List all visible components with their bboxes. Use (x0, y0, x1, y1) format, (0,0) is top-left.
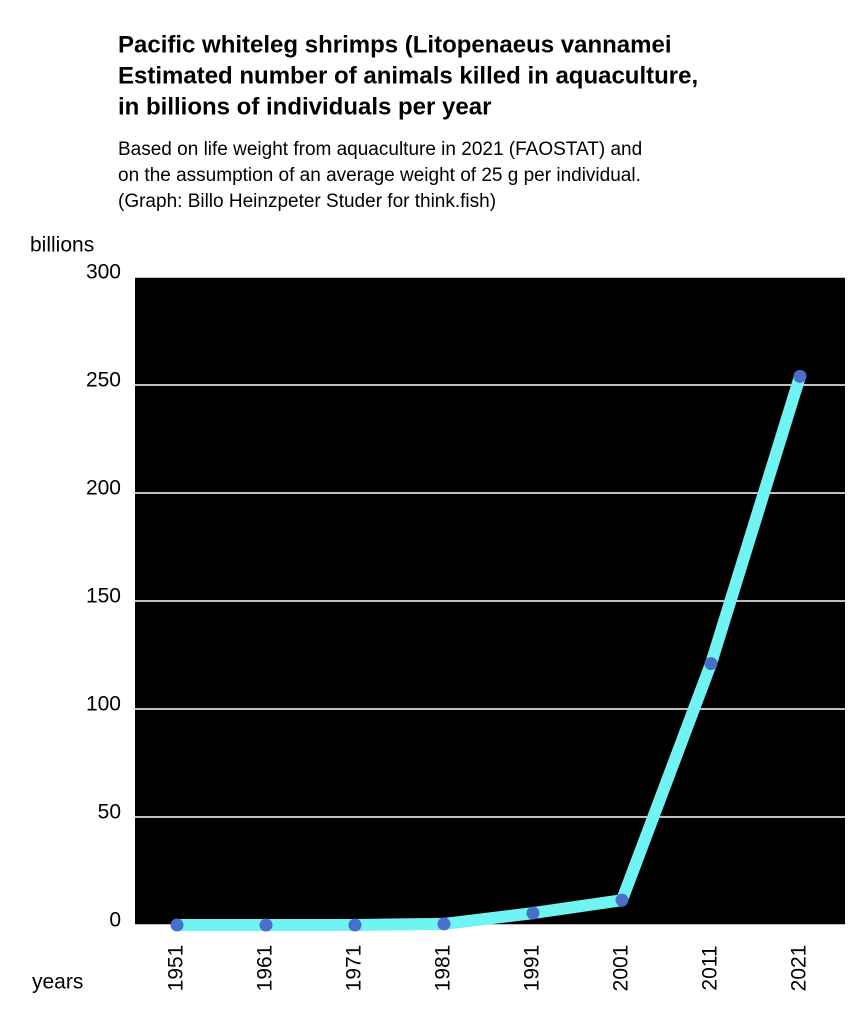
data-line (177, 374, 806, 931)
x-tick-label: 2011 (699, 945, 722, 990)
data-point (526, 906, 540, 920)
y-tick-label: 100 (86, 693, 121, 716)
y-axis-label: billions (30, 234, 94, 257)
data-point (170, 918, 184, 932)
subtitle-line: on the assumption of an average weight o… (118, 165, 641, 186)
x-tick-label: 1951 (165, 945, 188, 992)
y-tick-label: 50 (98, 801, 121, 824)
data-point (259, 918, 273, 932)
x-tick-label: 1971 (343, 945, 366, 992)
y-tick-label: 200 (86, 477, 121, 500)
subtitle-line: (Graph: Billo Heinzpeter Studer for thin… (118, 191, 496, 212)
data-point (793, 369, 807, 383)
chart-title-line: Estimated number of animals killed in aq… (118, 62, 698, 89)
chart-title-line: Pacific whiteleg shrimps (Litopenaeus va… (118, 31, 672, 58)
x-tick-label: 1991 (521, 945, 544, 992)
x-tick-label: 2001 (610, 945, 633, 992)
x-tick-label: 1961 (254, 945, 277, 992)
y-tick-label: 300 (86, 261, 121, 284)
data-point (704, 657, 718, 671)
data-point (437, 917, 451, 931)
chart-title-line: in billions of individuals per year (118, 93, 491, 120)
x-tick-label: 2021 (788, 945, 811, 992)
y-tick-label: 250 (86, 369, 121, 392)
x-tick-label: 1981 (432, 945, 455, 992)
y-tick-label: 0 (109, 909, 121, 932)
y-tick-label: 150 (86, 585, 121, 608)
subtitle-line: Based on life weight from aquaculture in… (118, 139, 642, 160)
data-point (348, 918, 362, 932)
x-axis-label: years (32, 971, 83, 994)
data-point (615, 893, 629, 907)
